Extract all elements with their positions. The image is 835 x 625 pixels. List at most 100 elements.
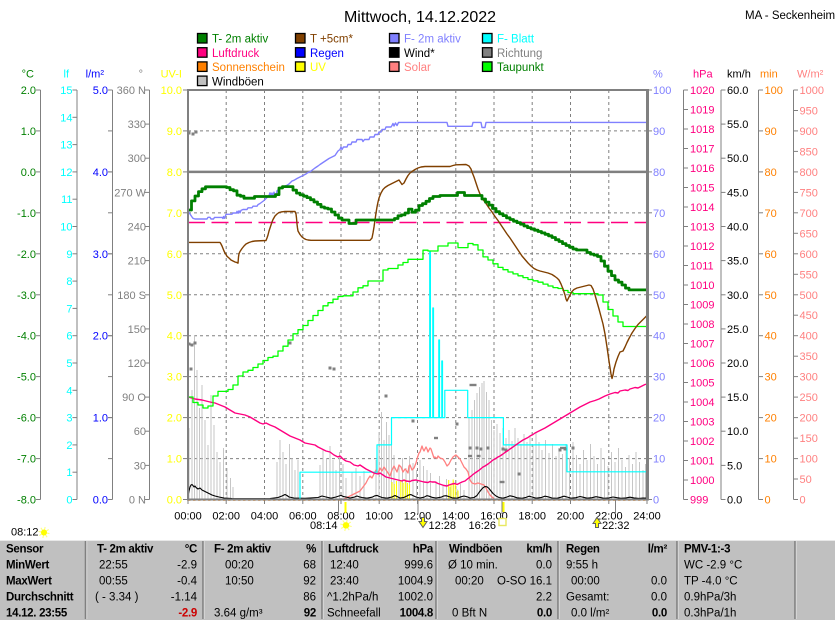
svg-text:00:00: 00:00: [174, 511, 202, 523]
svg-text:Mittwoch, 14.12.2022: Mittwoch, 14.12.2022: [344, 9, 496, 26]
svg-text:210: 210: [128, 256, 146, 268]
svg-text:0.0: 0.0: [167, 495, 182, 507]
svg-text:lf: lf: [64, 69, 70, 81]
svg-text:7.0: 7.0: [167, 208, 182, 220]
svg-text:30.0: 30.0: [727, 290, 748, 302]
svg-text:60: 60: [765, 249, 777, 261]
svg-text:-0.4: -0.4: [177, 576, 197, 588]
svg-text:20.0: 20.0: [727, 358, 748, 370]
svg-text:TP -4.0 °C: TP -4.0 °C: [684, 576, 738, 588]
svg-text:0.0: 0.0: [651, 576, 667, 588]
svg-text:-7.0: -7.0: [17, 454, 36, 466]
svg-text:12:28: 12:28: [429, 520, 457, 532]
svg-text:92: 92: [304, 608, 316, 620]
svg-text:Solar: Solar: [404, 62, 431, 74]
svg-text:-6.0: -6.0: [17, 413, 36, 425]
svg-text:Luftdruck: Luftdruck: [328, 544, 379, 556]
svg-text:300: 300: [800, 372, 818, 384]
svg-text:500: 500: [800, 290, 818, 302]
svg-text:1010: 1010: [690, 280, 714, 292]
svg-text:hPa: hPa: [413, 544, 434, 556]
svg-text:8.0: 8.0: [167, 167, 182, 179]
svg-text:Regen: Regen: [310, 48, 344, 60]
svg-text:2.0: 2.0: [93, 331, 108, 343]
svg-text:24:00: 24:00: [633, 511, 661, 523]
svg-text:0.9hPa/3h: 0.9hPa/3h: [684, 592, 736, 604]
svg-text:F- Blatt: F- Blatt: [497, 34, 535, 46]
svg-text:Luftdruck: Luftdruck: [212, 48, 260, 60]
svg-text:1: 1: [66, 467, 72, 479]
svg-text:-1.0: -1.0: [17, 208, 36, 220]
svg-text:8: 8: [66, 276, 72, 288]
svg-text:Windböen: Windböen: [449, 544, 502, 556]
svg-text:50: 50: [765, 290, 777, 302]
svg-text:Wind*: Wind*: [404, 48, 435, 60]
svg-text:900: 900: [800, 126, 818, 138]
svg-text:1.0: 1.0: [21, 126, 36, 138]
svg-text:02:00: 02:00: [212, 511, 240, 523]
svg-text:3.0: 3.0: [93, 249, 108, 261]
svg-text:3.0: 3.0: [167, 372, 182, 384]
svg-text:WC -2.9 °C: WC -2.9 °C: [684, 560, 742, 572]
svg-text:999: 999: [690, 495, 708, 507]
svg-text:35.0: 35.0: [727, 256, 748, 268]
svg-text:-2.9: -2.9: [177, 560, 197, 572]
svg-text:20:00: 20:00: [557, 511, 585, 523]
svg-text:13: 13: [60, 140, 72, 152]
svg-text:20: 20: [653, 413, 665, 425]
svg-text:10:50: 10:50: [225, 576, 254, 588]
svg-text:0: 0: [66, 495, 72, 507]
svg-text:^1.2hPa/h: ^1.2hPa/h: [327, 592, 378, 604]
svg-text:MaxWert: MaxWert: [6, 576, 52, 588]
svg-text:1007: 1007: [690, 339, 714, 351]
svg-text:1013: 1013: [690, 222, 714, 234]
svg-text:T +5cm*: T +5cm*: [310, 34, 353, 46]
svg-text:70: 70: [653, 208, 665, 220]
svg-text:-3.0: -3.0: [17, 290, 36, 302]
svg-text:PMV-1:-3: PMV-1:-3: [684, 544, 730, 556]
svg-text:750: 750: [800, 187, 818, 199]
svg-text:-1.14: -1.14: [171, 592, 198, 604]
svg-text:1014: 1014: [690, 202, 714, 214]
svg-text:80: 80: [653, 167, 665, 179]
svg-text:60: 60: [653, 249, 665, 261]
svg-text:10: 10: [765, 454, 777, 466]
svg-text:Ø 10 min.: Ø 10 min.: [448, 560, 498, 572]
svg-text:18:00: 18:00: [518, 511, 546, 523]
svg-text:Gesamt:: Gesamt:: [566, 592, 609, 604]
svg-text:1008: 1008: [690, 319, 714, 331]
svg-text:Windböen: Windböen: [212, 76, 264, 88]
svg-text:l/m²: l/m²: [648, 544, 668, 556]
svg-text:68: 68: [303, 560, 316, 572]
svg-text:Taupunkt: Taupunkt: [497, 62, 544, 74]
svg-text:50: 50: [800, 474, 812, 486]
svg-text:22:55: 22:55: [99, 560, 128, 572]
svg-text:1002.0: 1002.0: [398, 592, 433, 604]
svg-text:600: 600: [800, 249, 818, 261]
svg-text:%: %: [306, 544, 316, 556]
svg-text:Richtung: Richtung: [497, 48, 542, 60]
svg-text:2.2: 2.2: [536, 592, 552, 604]
svg-text:0 Bft N: 0 Bft N: [452, 608, 487, 620]
svg-text:08:00: 08:00: [327, 511, 355, 523]
svg-text:Sonnenschein: Sonnenschein: [212, 62, 285, 74]
svg-text:1002: 1002: [690, 436, 714, 448]
svg-text:2.0: 2.0: [21, 85, 36, 97]
svg-text:80: 80: [765, 167, 777, 179]
svg-text:86: 86: [303, 592, 316, 604]
svg-text:10: 10: [653, 454, 665, 466]
svg-text:14:00: 14:00: [442, 511, 470, 523]
svg-text:00:00: 00:00: [571, 576, 600, 588]
svg-text:50.0: 50.0: [727, 153, 748, 165]
svg-text:MA - Seckenheim: MA - Seckenheim: [745, 10, 835, 22]
svg-text:12: 12: [60, 167, 72, 179]
svg-text:1016: 1016: [690, 163, 714, 175]
svg-text:90: 90: [653, 126, 665, 138]
svg-text:1006: 1006: [690, 358, 714, 370]
svg-text:0.3hPa/1h: 0.3hPa/1h: [684, 608, 736, 620]
svg-text:92: 92: [303, 576, 316, 588]
svg-text:1018: 1018: [690, 124, 714, 136]
svg-text:10.0: 10.0: [161, 85, 182, 97]
svg-text:1000: 1000: [690, 475, 714, 487]
svg-text:1004.9: 1004.9: [398, 576, 433, 588]
